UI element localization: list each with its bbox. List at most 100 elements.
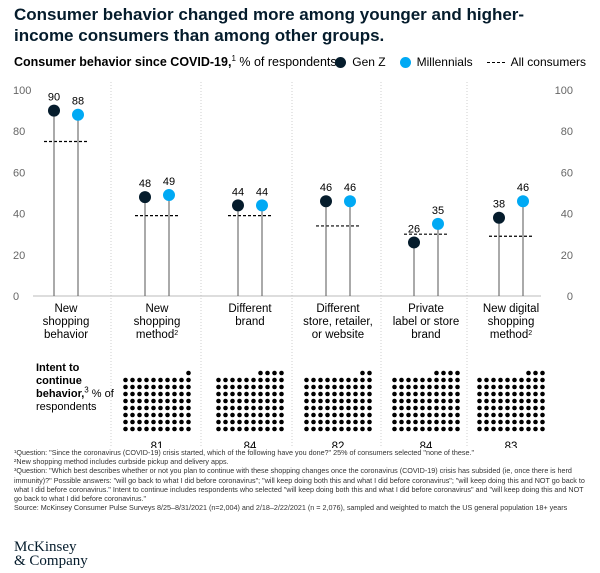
- intent-dot: [399, 412, 404, 418]
- category-label: behavior: [44, 329, 88, 341]
- intent-dot: [144, 391, 149, 397]
- intent-dot: [186, 405, 191, 411]
- intent-dot: [526, 377, 531, 383]
- y-tick-left: 40: [13, 209, 25, 221]
- intent-dot: [230, 419, 235, 425]
- intent-dot: [216, 377, 221, 383]
- intent-dot: [413, 398, 418, 404]
- intent-dot: [258, 412, 263, 418]
- intent-dot: [223, 398, 228, 404]
- intent-dot: [477, 384, 482, 390]
- intent-value-label: 81: [151, 441, 164, 448]
- intent-dot: [526, 398, 531, 404]
- intent-dot: [318, 398, 323, 404]
- intent-dot: [526, 391, 531, 397]
- intent-dot: [441, 398, 446, 404]
- intent-dot: [498, 426, 503, 432]
- intent-dot: [325, 377, 330, 383]
- category-label: method2: [136, 329, 178, 341]
- intent-dot: [477, 412, 482, 418]
- intent-dot: [484, 384, 489, 390]
- intent-dot: [158, 426, 163, 432]
- footnote-3: ³Question: "Which best describes whether…: [14, 466, 585, 504]
- intent-dot: [360, 370, 365, 376]
- intent-dot: [165, 412, 170, 418]
- intent-dot: [526, 419, 531, 425]
- intent-dot: [477, 419, 482, 425]
- intent-dot: [237, 419, 242, 425]
- category-label: shopping: [488, 316, 535, 328]
- legend-all-consumers: All consumers: [486, 55, 586, 69]
- intent-dot: [216, 391, 221, 397]
- genz-point: [320, 195, 332, 208]
- subtitle-unit: % of respondents: [235, 55, 337, 69]
- intent-dot: [179, 412, 184, 418]
- genz-value-label: 44: [232, 186, 244, 198]
- intent-dot: [353, 419, 358, 425]
- intent-dot: [448, 377, 453, 383]
- intent-dot: [420, 412, 425, 418]
- intent-dot: [186, 419, 191, 425]
- intent-dot: [353, 398, 358, 404]
- intent-dot: [448, 398, 453, 404]
- intent-dot: [512, 391, 517, 397]
- intent-dot: [272, 384, 277, 390]
- intent-dot: [130, 398, 135, 404]
- intent-dot: [151, 412, 156, 418]
- intent-dot: [311, 426, 316, 432]
- intent-dot: [455, 426, 460, 432]
- intent-dot: [265, 384, 270, 390]
- intent-dot: [237, 426, 242, 432]
- intent-dot: [367, 377, 372, 383]
- intent-dot: [158, 384, 163, 390]
- y-tick-left: 20: [13, 250, 25, 262]
- intent-dot: [332, 405, 337, 411]
- intent-dot: [223, 419, 228, 425]
- intent-dot: [258, 377, 263, 383]
- intent-dot: [533, 377, 538, 383]
- millennials-point: [344, 195, 356, 208]
- intent-dot: [339, 377, 344, 383]
- intent-dot: [137, 384, 142, 390]
- intent-value-label: 84: [244, 441, 257, 448]
- category-label: Private: [408, 303, 444, 315]
- intent-dot: [186, 384, 191, 390]
- intent-dot: [325, 412, 330, 418]
- intent-dot: [427, 391, 432, 397]
- intent-dot: [179, 398, 184, 404]
- intent-dot: [130, 384, 135, 390]
- intent-dot: [144, 377, 149, 383]
- intent-dot: [123, 405, 128, 411]
- intent-dot: [448, 391, 453, 397]
- intent-dot: [130, 412, 135, 418]
- category-label: store, retailer,: [303, 316, 373, 328]
- intent-dot: [455, 405, 460, 411]
- intent-dot: [406, 412, 411, 418]
- category-label: method2: [490, 329, 532, 341]
- intent-dot: [279, 419, 284, 425]
- intent-dot: [318, 377, 323, 383]
- intent-dot: [258, 405, 263, 411]
- intent-dot: [491, 377, 496, 383]
- intent-dot: [434, 426, 439, 432]
- intent-dot: [427, 419, 432, 425]
- millennials-point: [517, 195, 529, 208]
- intent-dot: [186, 412, 191, 418]
- intent-dot: [420, 398, 425, 404]
- intent-dot: [304, 405, 309, 411]
- intent-dot: [484, 391, 489, 397]
- intent-dot: [498, 384, 503, 390]
- intent-dot: [137, 426, 142, 432]
- intent-dot: [272, 405, 277, 411]
- intent-dot: [339, 398, 344, 404]
- intent-dot: [216, 426, 221, 432]
- intent-dot: [533, 370, 538, 376]
- intent-dot: [332, 426, 337, 432]
- intent-dot: [230, 412, 235, 418]
- y-tick-right: 0: [567, 291, 573, 303]
- intent-dot: [519, 426, 524, 432]
- intent-value-label: 82: [332, 441, 345, 448]
- intent-dot: [413, 377, 418, 383]
- intent-dot: [540, 370, 545, 376]
- intent-dot: [434, 412, 439, 418]
